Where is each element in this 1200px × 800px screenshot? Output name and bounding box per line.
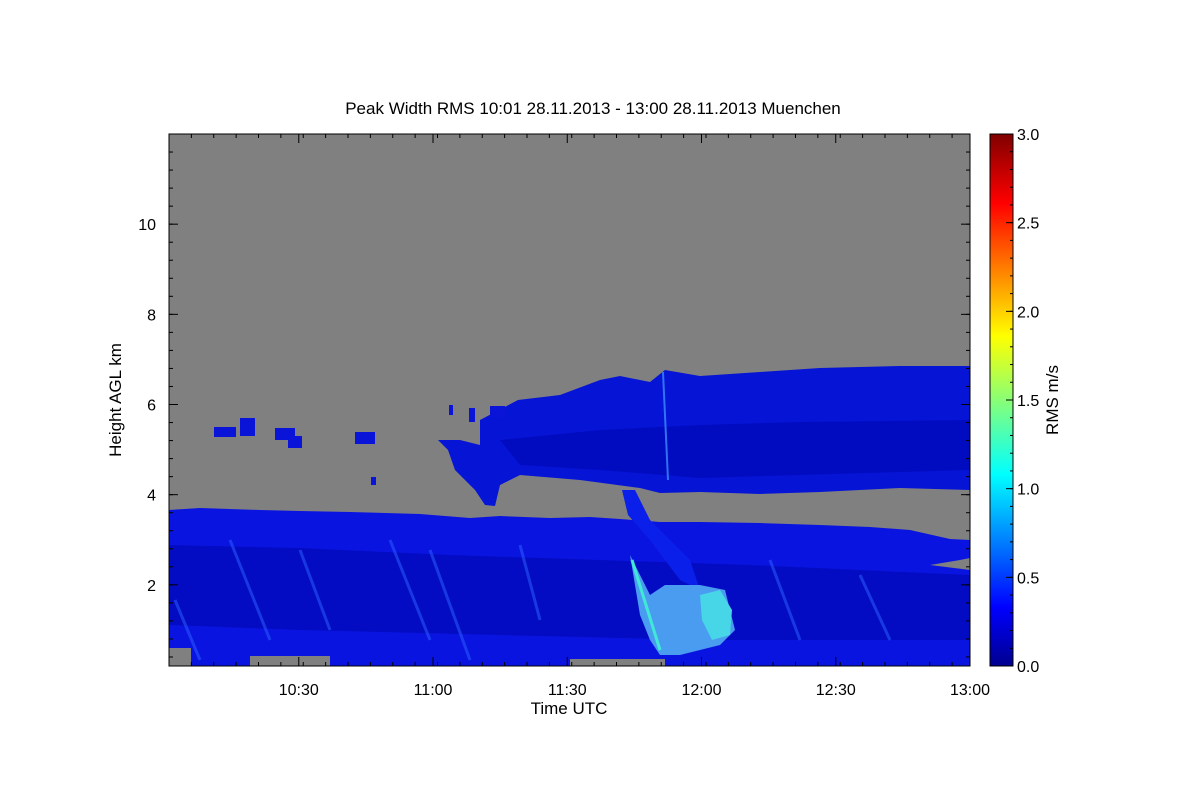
colorbar-tick-label: 1.0: [1017, 482, 1039, 499]
x-axis: 10:30 11:00 11:30 12:00 12:30 13:00: [168, 134, 990, 699]
colorbar-title: RMS m/s: [1043, 365, 1062, 435]
x-tick-label: 11:00: [414, 682, 453, 699]
chart-title: Peak Width RMS 10:01 28.11.2013 - 13:00 …: [345, 99, 841, 118]
upper-layer-core: [500, 420, 970, 478]
ground-gap-left: [169, 648, 191, 666]
lower-layer-core: [169, 545, 970, 640]
y-tick-label: 2: [147, 578, 156, 595]
colorbar-axis: 0.0 0.5 1.0 1.5 2.0 2.5 3.0: [1006, 127, 1039, 676]
y-tick-label: 8: [147, 307, 156, 324]
bright-edge: [630, 559, 662, 651]
y-tick-label: 6: [147, 398, 156, 415]
bright-streak: [662, 371, 669, 481]
colorbar-tick-label: 0.0: [1017, 659, 1039, 676]
y-tick-label: 4: [147, 488, 156, 505]
x-tick-label: 10:30: [279, 682, 319, 699]
colorbar-tick-label: 0.5: [1017, 570, 1039, 587]
y-axis: 2 4 6 8 10: [138, 151, 970, 658]
plot-frame: [168, 133, 971, 667]
ground-gap-mid: [250, 656, 330, 666]
x-axis-title: Time UTC: [531, 699, 608, 718]
ground-gap-right: [570, 659, 665, 666]
colorbar-tick-label: 1.5: [1017, 393, 1039, 410]
y-tick-label: 10: [138, 217, 156, 234]
enhanced-region-core: [700, 590, 732, 640]
y-axis-title: Height AGL km: [106, 343, 125, 457]
x-tick-label: 11:30: [548, 682, 587, 699]
x-tick-label: 12:00: [681, 682, 721, 699]
colorbar-tick-label: 2.0: [1017, 304, 1039, 321]
colorbar-tick-label: 3.0: [1017, 127, 1039, 144]
x-tick-label: 12:30: [816, 682, 856, 699]
data-field: [169, 366, 970, 666]
fall-streak: [622, 490, 700, 590]
cloud-patches: [214, 405, 505, 485]
x-tick-label: 13:00: [950, 682, 990, 699]
colorbar-tick-label: 2.5: [1017, 216, 1039, 233]
lower-layer-streaks: [173, 539, 892, 661]
